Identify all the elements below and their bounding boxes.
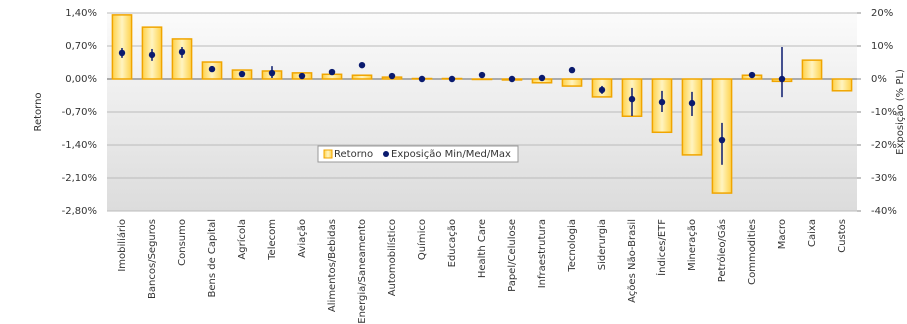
y-tick-label: 1,40% [65,8,97,19]
x-tick-label: Automobilístico [386,219,398,296]
exposure-dot [658,98,666,106]
exposure-dot [538,74,546,82]
exposure-dot [778,75,786,83]
exposure-dot [688,99,696,107]
x-tick-label: Tecnologia [567,219,578,273]
x-tick-label: Papel/Celulose [507,219,518,292]
exposure-dot [418,75,426,83]
exposure-dot [268,69,276,77]
y2-tick-label: -20% [871,140,897,151]
y-tick-label: -1,40% [62,140,97,151]
x-tick-label: Custos [837,219,848,253]
exposure-dot [478,71,486,79]
exposure-dot [298,72,306,80]
bar [831,78,853,92]
legend-label: Retorno [334,149,373,160]
exposure-dot [328,68,336,76]
bar [351,74,373,80]
x-tick-label: Health Care [477,219,488,278]
y2-tick-label: -10% [871,107,897,118]
x-tick-label: Consumo [177,219,188,266]
exposure-dot [628,95,636,103]
exposure-dot [448,75,456,83]
exposure-dot [598,86,606,94]
exposure-dot [148,51,156,59]
y-tick-label: 0,70% [65,41,97,52]
x-tick-label: Agrícola [236,219,248,260]
x-tick-label: Educação [447,219,458,267]
exposure-dot [358,61,366,69]
y2-axis-label: Exposição (% PL) [895,69,906,155]
exposure-dot [718,136,726,144]
y2-tick-label: 0% [871,74,887,85]
x-tick-label: Químico [416,219,428,260]
x-tick-label: Commodities [747,219,758,285]
exposure-dot [208,65,216,73]
x-tick-label: Telecom [267,219,278,261]
x-tick-label: Petróleo/Gás [716,219,728,282]
legend-box [317,145,519,163]
y2-tick-label: 10% [871,41,893,52]
x-tick-label: Siderurgia [597,219,608,270]
bar [561,78,583,87]
legend-label: Exposição Min/Med/Max [391,149,511,160]
exposure-dot [118,49,126,57]
legend: Retorno Exposição Min/Med/Max [317,145,519,163]
y-tick-label: -0,70% [62,107,97,118]
y-tick-label: 0,00% [65,74,97,85]
bar [111,14,133,80]
exposure-dot [178,48,186,56]
bar [681,78,703,156]
exposure-dot [508,75,516,83]
x-tick-label: Bancos/Seguros [147,219,158,299]
legend-swatch [383,151,389,157]
y2-tick-label: -30% [871,173,897,184]
exposure-dot [388,72,396,80]
x-tick-label: Infraestrutura [537,219,548,288]
exposure-dot [238,70,246,78]
y-tick-label: -2,80% [62,206,97,217]
exposure-dot [568,66,576,74]
x-tick-label: Índices/ETF [655,219,668,276]
bar [171,38,193,80]
x-tick-label: Mineração [687,219,698,271]
y-tick-label: -2,10% [62,173,97,184]
x-tick-label: Ações Não-Brasil [627,219,638,303]
x-tick-label: Bens de Capital [207,219,218,297]
bar [801,59,823,80]
y-axis-label: Retorno [33,92,44,131]
x-tick-label: Imobiliário [116,219,128,272]
legend-swatch [323,149,333,159]
exposure-dot [748,71,756,79]
x-tick-label: Caixa [807,219,818,247]
x-tick-label: Energia/Saneamento [357,219,368,324]
x-tick-label: Aviação [297,219,308,258]
x-tick-label: Macro [777,219,788,249]
y2-tick-label: 20% [871,8,893,19]
y2-tick-label: -40% [871,206,897,217]
x-tick-label: Alimentos/Bebidas [327,219,338,312]
